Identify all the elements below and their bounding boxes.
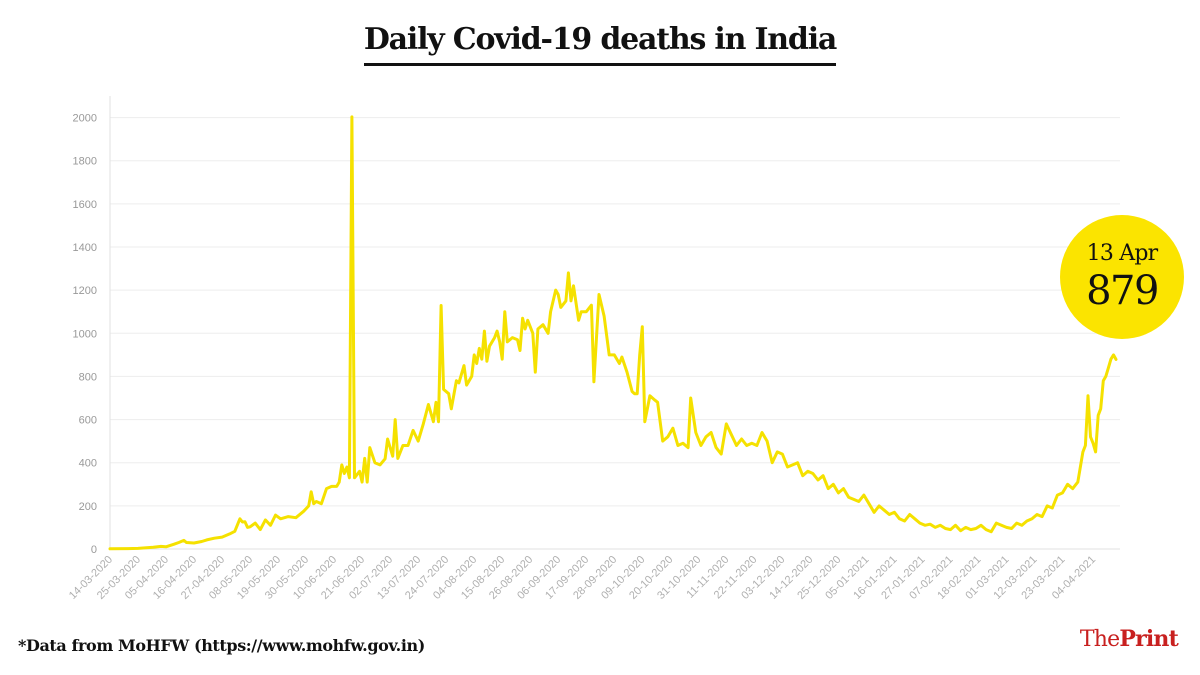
- y-tick-label: 600: [79, 415, 97, 427]
- y-tick-label: 400: [79, 458, 97, 470]
- brand-part-2: Print: [1119, 626, 1178, 652]
- source-note: *Data from MoHFW (https://www.mohfw.gov.…: [18, 636, 425, 655]
- chart-title: Daily Covid-19 deaths in India: [363, 22, 837, 66]
- y-tick-label: 1400: [73, 242, 97, 254]
- callout-date: 13 Apr: [1086, 241, 1158, 266]
- y-tick-label: 200: [79, 501, 97, 513]
- callout-value: 879: [1086, 268, 1159, 314]
- y-tick-label: 1800: [73, 156, 97, 168]
- gridlines: [109, 96, 1120, 550]
- latest-value-callout: 13 Apr 879: [1060, 215, 1184, 339]
- y-tick-label: 1000: [73, 328, 97, 340]
- y-tick-label: 1200: [73, 285, 97, 297]
- series-line: [108, 115, 1118, 551]
- y-tick-label: 800: [79, 371, 97, 383]
- brand-part-1: The: [1079, 627, 1120, 652]
- x-axis-ticks: 14-03-202025-03-202005-04-202016-04-2020…: [67, 554, 1098, 602]
- y-tick-label: 1600: [73, 199, 97, 211]
- y-tick-label: 0: [91, 544, 97, 556]
- y-axis-ticks: 0 200 400 600 800 1000 1200 1400 1600 1800 2000: [73, 113, 97, 556]
- y-tick-label: 2000: [73, 113, 97, 125]
- brand-logo: ThePrint: [1079, 626, 1179, 652]
